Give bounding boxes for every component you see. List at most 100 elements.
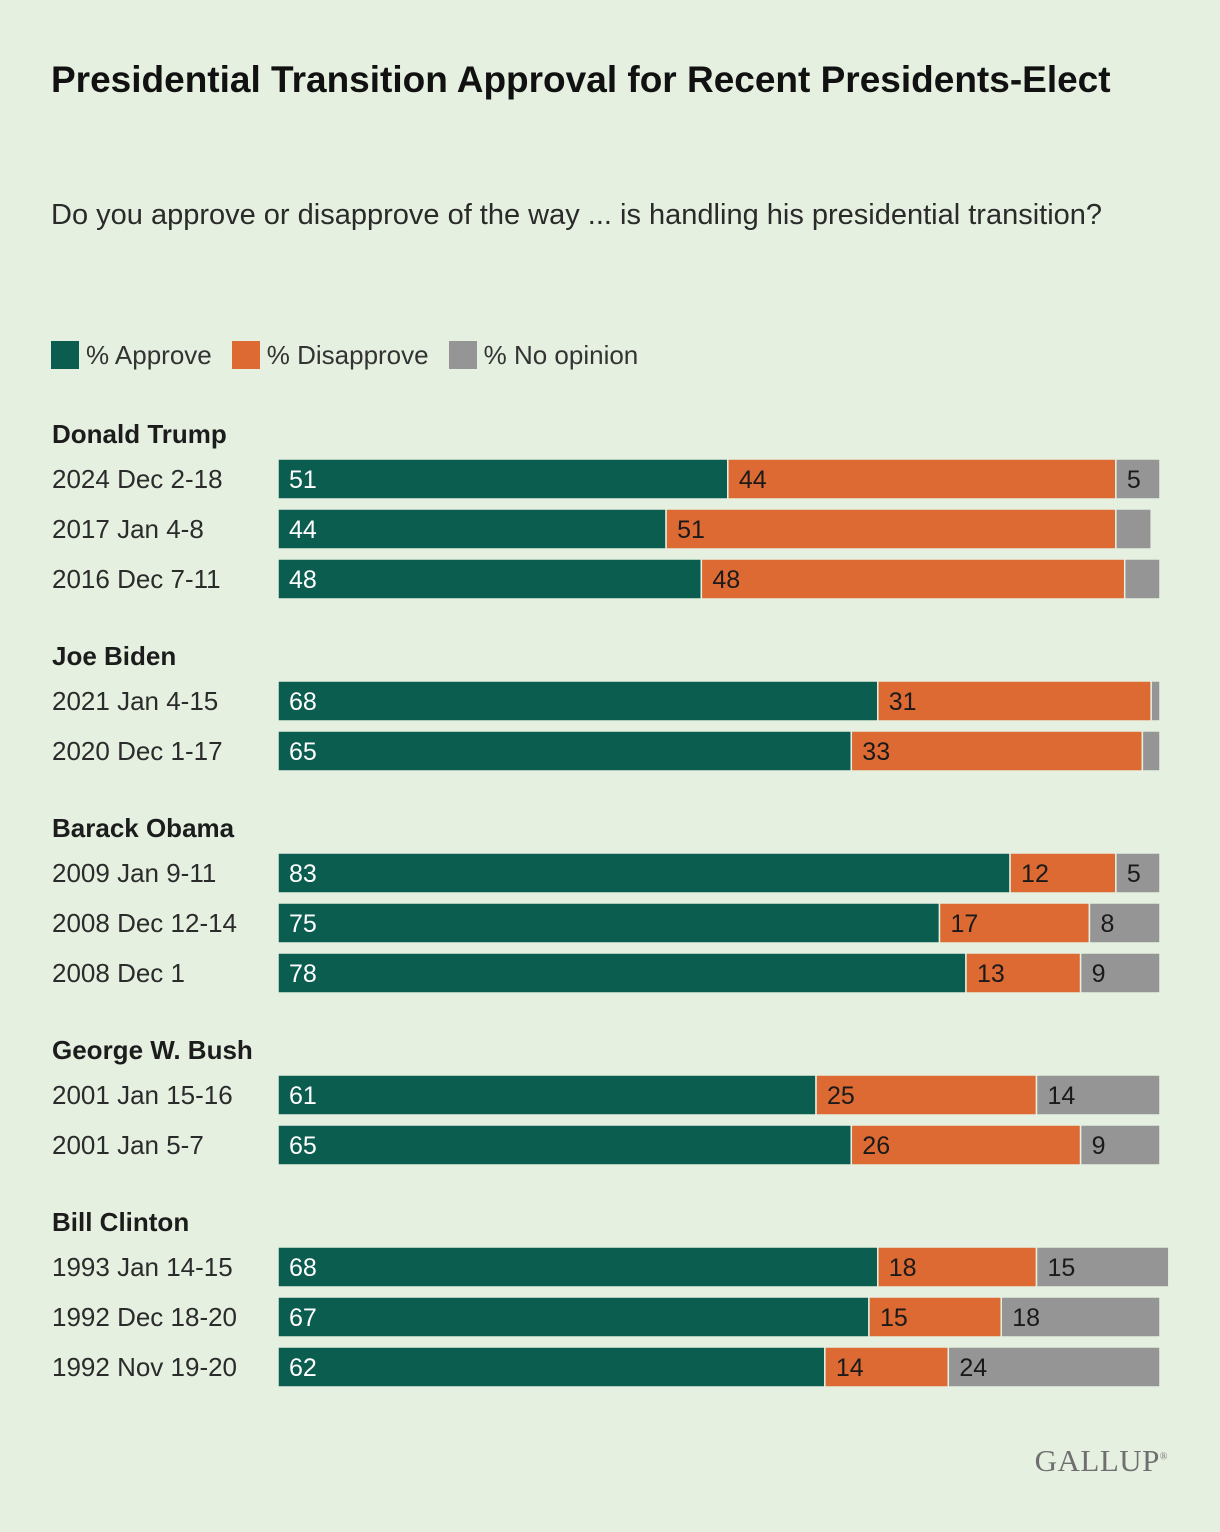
bar-approve (277, 902, 941, 944)
row-label: 2009 Jan 9-11 (52, 858, 216, 888)
legend-swatch-approve (51, 341, 79, 369)
group-label: George W. Bush (52, 1035, 253, 1065)
data-label-disapprove: 26 (862, 1132, 890, 1160)
bar-no-opinion (1150, 680, 1161, 722)
bar-disapprove (965, 952, 1082, 994)
data-label-approve: 67 (289, 1304, 317, 1332)
row-label: 2008 Dec 1 (52, 958, 185, 988)
bar-no-opinion (1035, 1074, 1161, 1116)
bar-approve (277, 1346, 826, 1388)
bar-no-opinion (1115, 852, 1161, 894)
data-label-approve: 61 (289, 1082, 317, 1110)
legend-item-disapprove: % Disapprove (231, 339, 429, 371)
bar-disapprove (877, 680, 1152, 722)
data-label-approve: 48 (289, 566, 317, 594)
data-label-no-opinion: 9 (1092, 1132, 1106, 1160)
data-label-disapprove: 12 (1021, 860, 1049, 888)
data-label-approve: 65 (289, 1132, 317, 1160)
bar-approve (277, 1074, 817, 1116)
chart-subtitle: Do you approve or disapprove of the way … (51, 199, 1103, 231)
group-label: Barack Obama (52, 813, 235, 843)
row-label: 2021 Jan 4-15 (52, 686, 218, 716)
bar-no-opinion (1079, 952, 1161, 994)
bar-approve (277, 1246, 879, 1288)
bar-approve (277, 1296, 870, 1338)
row-label: 1992 Nov 19-20 (52, 1352, 237, 1382)
data-label-approve: 51 (289, 466, 317, 494)
bar-disapprove (665, 508, 1117, 550)
row-label: 2001 Jan 15-16 (52, 1080, 233, 1110)
row-label: 2020 Dec 1-17 (52, 736, 223, 766)
legend-label-approve: % Approve (86, 339, 212, 370)
bar-no-opinion (1115, 458, 1161, 500)
group-label: Donald Trump (52, 419, 227, 449)
bar-disapprove (824, 1346, 950, 1388)
data-label-disapprove: 13 (977, 960, 1005, 988)
bar-approve (277, 730, 853, 772)
data-label-no-opinion: 18 (1012, 1304, 1040, 1332)
data-label-disapprove: 33 (862, 738, 890, 766)
data-label-approve: 75 (289, 910, 317, 938)
data-label-no-opinion: 8 (1100, 910, 1114, 938)
row-label: 2016 Dec 7-11 (52, 564, 221, 594)
row-label: 2001 Jan 5-7 (52, 1130, 204, 1160)
bar-approve (277, 458, 729, 500)
bar-no-opinion (1141, 730, 1161, 772)
legend-item-approve: % Approve (51, 340, 212, 371)
legend-swatch-disapprove (231, 341, 260, 369)
bar-no-opinion (947, 1346, 1161, 1388)
bar-approve (277, 1124, 853, 1166)
data-label-no-opinion: 9 (1092, 960, 1106, 988)
bar-approve (277, 852, 1011, 894)
data-label-disapprove: 17 (951, 910, 979, 938)
chart-title: Presidential Transition Approval for Rec… (51, 59, 1111, 100)
data-label-approve: 65 (289, 738, 317, 766)
bar-no-opinion (1079, 1124, 1161, 1166)
data-label-disapprove: 14 (836, 1354, 864, 1382)
data-label-no-opinion: 15 (1048, 1254, 1076, 1282)
legend-item-no-opinion: % No opinion (448, 339, 639, 371)
bar-approve (277, 508, 667, 550)
row-label: 2017 Jan 4-8 (52, 514, 204, 544)
row-label: 1992 Dec 18-20 (52, 1302, 237, 1332)
row-label: 1993 Jan 14-15 (52, 1252, 233, 1282)
bar-no-opinion (1000, 1296, 1161, 1338)
bar-disapprove (850, 1124, 1082, 1166)
data-label-no-opinion: 5 (1127, 466, 1141, 494)
group-label: Bill Clinton (52, 1207, 189, 1237)
data-label-no-opinion: 24 (959, 1354, 987, 1382)
legend-swatch-no-opinion (448, 341, 477, 369)
row-label: 2008 Dec 12-14 (52, 908, 237, 938)
data-label-approve: 68 (289, 1254, 317, 1282)
row-label: 2024 Dec 2-18 (52, 464, 223, 494)
bar-approve (277, 952, 967, 994)
bar-no-opinion (1123, 558, 1161, 600)
data-label-approve: 62 (289, 1354, 317, 1382)
data-label-disapprove: 44 (739, 466, 767, 494)
bar-disapprove (850, 730, 1144, 772)
gallup-logo: GALLUP® (1034, 1443, 1168, 1478)
bar-approve (277, 680, 879, 722)
legend-label-disapprove: % Disapprove (266, 339, 429, 370)
data-label-approve: 68 (289, 688, 317, 716)
bar-disapprove (1009, 852, 1117, 894)
bar-no-opinion (1115, 508, 1152, 550)
bar-disapprove (877, 1246, 1038, 1288)
group-label: Joe Biden (52, 641, 176, 671)
bar-disapprove (938, 902, 1091, 944)
data-label-disapprove: 48 (712, 566, 740, 594)
gallup-logo-text: GALLUP (1034, 1443, 1160, 1478)
data-label-disapprove: 18 (889, 1254, 917, 1282)
bar-no-opinion (1035, 1246, 1170, 1288)
legend-label-no-opinion: % No opinion (483, 339, 639, 370)
data-label-no-opinion: 5 (1127, 860, 1141, 888)
data-label-approve: 83 (289, 860, 317, 888)
data-label-approve: 44 (289, 516, 317, 544)
bar-approve (277, 558, 703, 600)
bar-disapprove (727, 458, 1117, 500)
legend: % Approve % Disapprove % No opinion (51, 338, 658, 372)
bar-disapprove (868, 1296, 1002, 1338)
data-label-no-opinion: 14 (1048, 1082, 1076, 1110)
data-label-disapprove: 25 (827, 1082, 855, 1110)
